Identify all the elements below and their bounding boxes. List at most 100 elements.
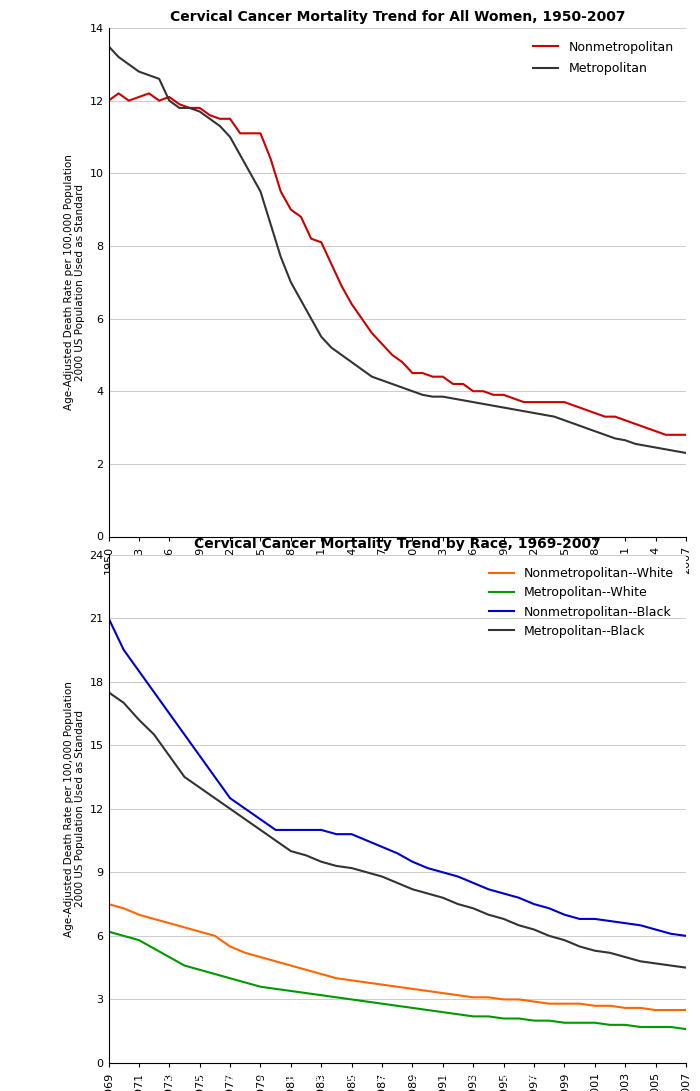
Metropolitan--White (469, 1010, 477, 1023)
Nonmetropolitan--Black (530, 898, 538, 911)
Nonmetropolitan--Black (150, 685, 158, 698)
Metropolitan--Black (317, 855, 326, 868)
Metropolitan--Black (636, 955, 645, 968)
Nonmetropolitan--Black (165, 707, 174, 720)
Nonmetropolitan--White (120, 902, 128, 915)
Metropolitan--Black (484, 908, 493, 921)
Nonmetropolitan--Black (545, 902, 554, 915)
Metropolitan--Black (150, 728, 158, 741)
Metropolitan--White (575, 1016, 584, 1029)
Y-axis label: Age-Adjusted Death Rate per 100,000 Population
2000 US Population Used as Standa: Age-Adjusted Death Rate per 100,000 Popu… (64, 681, 85, 937)
Metropolitan--White (120, 930, 128, 943)
Metropolitan--White (195, 963, 204, 976)
Nonmetropolitan--Black (514, 891, 523, 904)
Nonmetropolitan--White (378, 978, 386, 991)
Metropolitan (682, 446, 690, 459)
Metropolitan--Black (454, 898, 462, 911)
Metropolitan--Black (347, 862, 356, 875)
Nonmetropolitan--Black (272, 824, 280, 837)
Metropolitan--White (682, 1022, 690, 1035)
Metropolitan--White (408, 1002, 416, 1015)
Nonmetropolitan--White (104, 898, 113, 911)
Nonmetropolitan--White (424, 984, 432, 997)
Nonmetropolitan (601, 410, 609, 423)
Metropolitan--White (514, 1012, 523, 1026)
Metropolitan--White (272, 982, 280, 995)
Metropolitan--Black (575, 940, 584, 954)
Nonmetropolitan--Black (120, 644, 128, 657)
Metropolitan (236, 148, 244, 161)
Nonmetropolitan (662, 429, 670, 442)
Title: Cervical Cancer Mortality Trend for All Women, 1950-2007: Cervical Cancer Mortality Trend for All … (169, 10, 625, 24)
Nonmetropolitan--White (636, 1002, 645, 1015)
Metropolitan--Black (439, 891, 447, 904)
Metropolitan--Black (272, 834, 280, 847)
Metropolitan--Black (134, 714, 143, 727)
Nonmetropolitan--White (454, 988, 462, 1002)
Nonmetropolitan--Black (575, 912, 584, 925)
Metropolitan--White (652, 1020, 660, 1033)
Nonmetropolitan--Black (195, 750, 204, 763)
Nonmetropolitan--Black (332, 828, 341, 841)
Y-axis label: Age-Adjusted Death Rate per 100,000 Population
2000 US Population Used as Standa: Age-Adjusted Death Rate per 100,000 Popu… (64, 154, 85, 410)
Nonmetropolitan--White (347, 974, 356, 987)
Nonmetropolitan--Black (454, 870, 462, 883)
Metropolitan--White (363, 995, 371, 1008)
Metropolitan--White (378, 997, 386, 1010)
Nonmetropolitan--White (621, 1002, 629, 1015)
Metropolitan--Black (120, 696, 128, 709)
Metropolitan--White (666, 1020, 675, 1033)
Nonmetropolitan--Black (302, 824, 310, 837)
Metropolitan--White (454, 1008, 462, 1021)
Metropolitan--White (165, 950, 174, 963)
Metropolitan--Black (514, 919, 523, 932)
Nonmetropolitan--Black (424, 862, 432, 875)
Metropolitan (530, 407, 538, 420)
Nonmetropolitan--Black (211, 770, 219, 783)
Metropolitan--White (499, 1012, 508, 1026)
Legend: Nonmetropolitan--White, Metropolitan--White, Nonmetropolitan--Black, Metropolita: Nonmetropolitan--White, Metropolitan--Wh… (482, 561, 680, 644)
Nonmetropolitan--White (150, 912, 158, 925)
Metropolitan--Black (211, 792, 219, 805)
Metropolitan--White (560, 1016, 568, 1029)
Nonmetropolitan--White (652, 1004, 660, 1017)
Nonmetropolitan--White (134, 908, 143, 921)
Nonmetropolitan--Black (287, 824, 295, 837)
Nonmetropolitan--White (226, 940, 234, 954)
Nonmetropolitan--White (591, 999, 599, 1012)
Metropolitan--White (241, 976, 249, 990)
Nonmetropolitan--White (241, 946, 249, 959)
Metropolitan--White (439, 1006, 447, 1019)
Line: Nonmetropolitan--Black: Nonmetropolitan--Black (108, 619, 686, 936)
Metropolitan--White (545, 1014, 554, 1027)
Nonmetropolitan--Black (636, 919, 645, 932)
Metropolitan--White (181, 959, 189, 972)
Nonmetropolitan--White (287, 959, 295, 972)
Metropolitan--Black (621, 950, 629, 963)
Metropolitan--Black (469, 902, 477, 915)
Metropolitan--White (226, 972, 234, 985)
Nonmetropolitan--White (181, 921, 189, 934)
Metropolitan--Black (302, 849, 310, 862)
Line: Metropolitan--White: Metropolitan--White (108, 932, 686, 1029)
Line: Nonmetropolitan--White: Nonmetropolitan--White (108, 904, 686, 1010)
Metropolitan--White (317, 988, 326, 1002)
Metropolitan--White (393, 999, 402, 1012)
Nonmetropolitan--White (332, 972, 341, 985)
Nonmetropolitan--White (682, 1004, 690, 1017)
Nonmetropolitan--White (530, 995, 538, 1008)
Metropolitan--Black (682, 961, 690, 974)
Nonmetropolitan (246, 127, 255, 140)
Metropolitan--White (530, 1014, 538, 1027)
Metropolitan--White (302, 986, 310, 999)
Nonmetropolitan--White (302, 963, 310, 976)
Nonmetropolitan--White (272, 955, 280, 968)
Metropolitan (104, 39, 113, 52)
Nonmetropolitan--Black (256, 813, 265, 826)
Nonmetropolitan--White (575, 997, 584, 1010)
Nonmetropolitan--Black (363, 834, 371, 847)
Metropolitan--Black (104, 685, 113, 698)
Metropolitan--Black (499, 912, 508, 925)
Metropolitan--Black (652, 957, 660, 970)
Nonmetropolitan--White (317, 968, 326, 981)
